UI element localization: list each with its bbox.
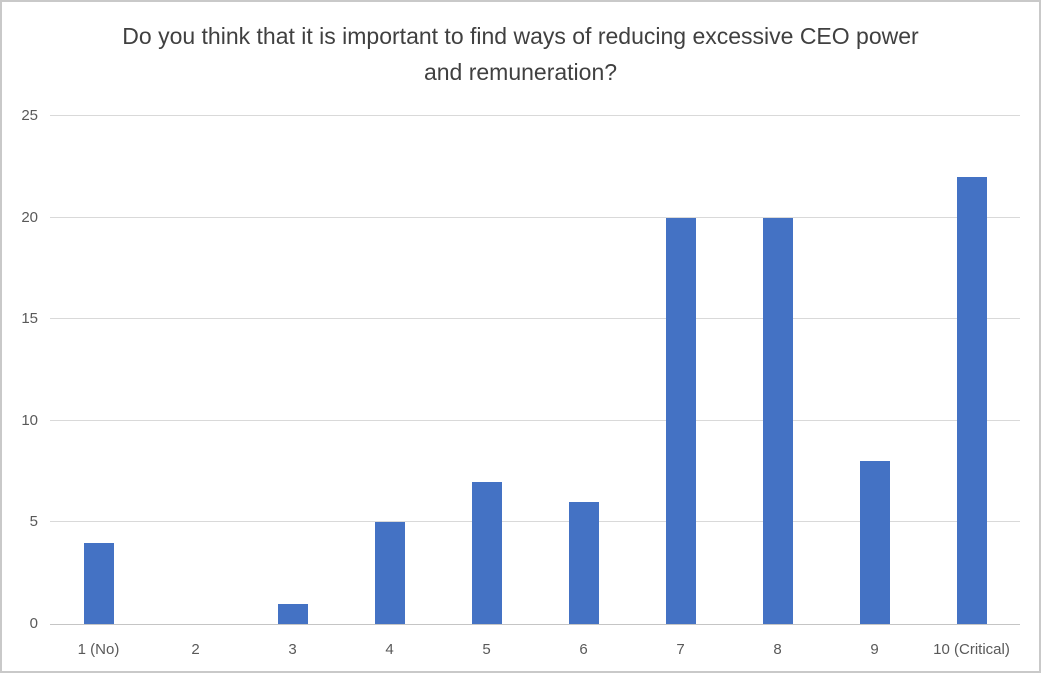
gridline: [50, 521, 1020, 523]
y-tick-label: 5: [29, 513, 38, 531]
bar: [277, 603, 308, 624]
bar: [83, 542, 114, 624]
gridline: [50, 216, 1020, 218]
bar: [471, 481, 502, 624]
bar: [374, 522, 405, 624]
x-axis-line: [50, 624, 1020, 625]
y-tick-label: 25: [21, 107, 38, 124]
x-tick-label: 7: [676, 641, 685, 658]
x-tick-label: 2: [191, 641, 200, 658]
y-tick-label: 10: [21, 411, 38, 429]
gridline: [50, 318, 1020, 320]
x-tick-label: 3: [288, 641, 297, 658]
bar: [956, 176, 987, 624]
y-tick-label: 0: [29, 615, 38, 632]
bar: [568, 502, 599, 624]
bar: [665, 217, 696, 624]
x-tick-label: 5: [482, 641, 491, 658]
bar: [859, 461, 890, 624]
y-tick-label: 15: [21, 310, 38, 328]
x-tick-label: 10 (Critical): [933, 641, 1010, 658]
x-axis: 1 (No) 2 3 4 5 6 7 8 9 10 (Critical): [50, 640, 1020, 662]
bar: [762, 217, 793, 624]
gridline: [50, 115, 1020, 116]
y-tick-label: 20: [21, 208, 38, 226]
x-tick-label: 6: [579, 641, 588, 658]
gridline: [50, 419, 1020, 421]
y-axis: 0 5 10 15 20 25: [2, 107, 40, 632]
x-tick-label: 4: [385, 641, 394, 658]
x-tick-label: 9: [870, 641, 879, 658]
chart-title: Do you think that it is important to fin…: [122, 23, 919, 85]
plot-area: [50, 115, 1020, 625]
x-tick-label: 1 (No): [77, 641, 120, 658]
x-tick-label: 8: [773, 641, 782, 658]
